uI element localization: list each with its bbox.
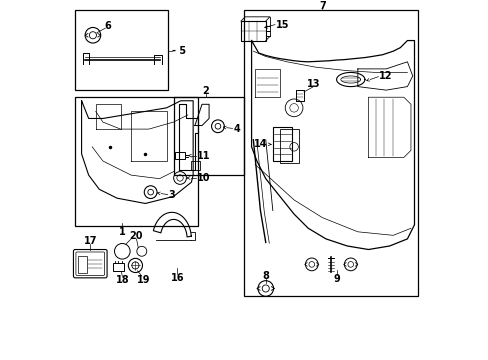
Bar <box>241 21 265 41</box>
Text: 8: 8 <box>262 271 268 281</box>
Text: 15: 15 <box>275 19 288 30</box>
Text: 12: 12 <box>378 71 392 81</box>
Bar <box>173 97 244 175</box>
Text: 2: 2 <box>202 86 208 96</box>
Bar <box>78 256 87 273</box>
Text: 17: 17 <box>83 236 97 246</box>
Text: 10: 10 <box>196 173 210 183</box>
Text: 20: 20 <box>129 231 143 241</box>
Text: 13: 13 <box>306 79 320 89</box>
Text: 19: 19 <box>137 275 150 285</box>
Bar <box>279 129 299 163</box>
Text: 16: 16 <box>170 273 183 283</box>
Bar <box>272 127 292 161</box>
Bar <box>175 152 185 159</box>
Bar <box>74 10 168 90</box>
Text: 9: 9 <box>332 274 339 284</box>
Bar <box>244 10 417 296</box>
Text: 6: 6 <box>104 21 111 31</box>
Text: 1: 1 <box>119 227 125 237</box>
Text: 3: 3 <box>168 190 175 200</box>
Text: 7: 7 <box>318 1 325 11</box>
Text: - 5: - 5 <box>172 46 186 56</box>
Text: 11: 11 <box>196 151 210 161</box>
Text: 18: 18 <box>115 275 129 285</box>
Text: 4: 4 <box>233 124 240 134</box>
Bar <box>113 263 124 271</box>
Bar <box>74 97 198 226</box>
Text: 14: 14 <box>253 139 267 149</box>
